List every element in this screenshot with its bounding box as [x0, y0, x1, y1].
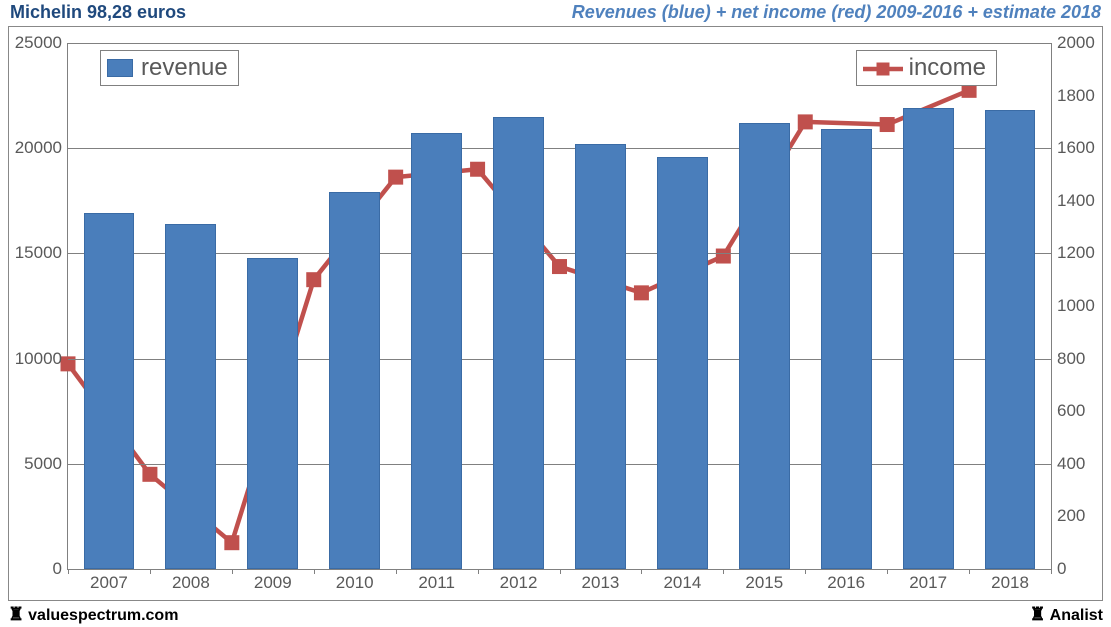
xtick: 2007 — [90, 569, 128, 593]
legend-revenue: revenue — [100, 50, 239, 86]
bar — [821, 129, 872, 569]
ytick-right: 200 — [1051, 506, 1085, 526]
income-marker — [225, 536, 238, 549]
footer: ♜valuespectrum.com ♜Analist — [8, 605, 1103, 625]
xtick-mark — [887, 569, 888, 574]
xtick: 2009 — [254, 569, 292, 593]
xtick-mark — [1051, 569, 1052, 574]
legend-revenue-label: revenue — [141, 54, 228, 82]
legend-income-label: income — [909, 54, 986, 82]
bar — [739, 123, 790, 569]
ytick-left: 5000 — [24, 454, 68, 474]
xtick: 2010 — [336, 569, 374, 593]
bar — [329, 192, 380, 569]
xtick-mark — [560, 569, 561, 574]
footer-right-text: Analist — [1050, 607, 1103, 624]
xtick: 2011 — [418, 569, 455, 593]
ytick-right: 400 — [1051, 454, 1085, 474]
xtick-mark — [396, 569, 397, 574]
xtick-mark — [641, 569, 642, 574]
bar — [575, 144, 626, 569]
income-marker — [799, 115, 812, 128]
bar — [165, 224, 216, 569]
bar — [903, 108, 954, 569]
xtick: 2014 — [663, 569, 701, 593]
income-marker — [717, 250, 730, 263]
legend-income: income — [856, 50, 997, 86]
xtick: 2015 — [745, 569, 783, 593]
plot-area: 0500010000150002000025000020040060080010… — [67, 43, 1052, 570]
xtick-mark — [969, 569, 970, 574]
xtick: 2018 — [991, 569, 1029, 593]
income-marker — [143, 468, 156, 481]
ytick-right: 1400 — [1051, 191, 1095, 211]
ytick-right: 600 — [1051, 401, 1085, 421]
xtick-mark — [150, 569, 151, 574]
footer-left-text: valuespectrum.com — [28, 607, 178, 624]
xtick-mark — [314, 569, 315, 574]
xtick-mark — [68, 569, 69, 574]
income-marker — [389, 171, 402, 184]
ytick-left: 20000 — [15, 138, 68, 158]
chart-header: Michelin 98,28 euros Revenues (blue) + n… — [0, 0, 1111, 24]
xtick: 2017 — [909, 569, 947, 593]
income-marker — [553, 260, 566, 273]
bar — [84, 213, 135, 569]
footer-left: ♜valuespectrum.com — [8, 605, 178, 625]
income-marker — [471, 163, 484, 176]
bar — [411, 133, 462, 569]
ytick-right: 1600 — [1051, 138, 1095, 158]
income-marker — [881, 118, 894, 131]
ytick-left: 10000 — [15, 349, 68, 369]
bar — [985, 110, 1036, 569]
ytick-right: 1200 — [1051, 243, 1095, 263]
ytick-left: 0 — [53, 559, 68, 579]
footer-right: ♜Analist — [1030, 605, 1103, 625]
ytick-right: 1000 — [1051, 296, 1095, 316]
title-right: Revenues (blue) + net income (red) 2009-… — [572, 2, 1101, 23]
rook-icon: ♜ — [1030, 605, 1046, 623]
xtick-mark — [232, 569, 233, 574]
xtick-mark — [805, 569, 806, 574]
xtick: 2012 — [500, 569, 538, 593]
title-left: Michelin 98,28 euros — [10, 2, 186, 23]
ytick-right: 1800 — [1051, 86, 1095, 106]
rook-icon: ♜ — [8, 605, 24, 623]
xtick-mark — [723, 569, 724, 574]
ytick-right: 800 — [1051, 349, 1085, 369]
chart-outer: 0 5000 10000 15000 20000 25000 0 200 400 600 800 10… — [8, 26, 1103, 601]
xtick: 2008 — [172, 569, 210, 593]
gridline — [68, 43, 1051, 44]
xtick-mark — [478, 569, 479, 574]
bar — [247, 258, 298, 569]
legend-line-swatch — [863, 58, 903, 78]
ytick-left: 15000 — [15, 243, 68, 263]
ytick-right: 2000 — [1051, 33, 1095, 53]
ytick-right: 0 — [1051, 559, 1066, 579]
income-marker — [307, 273, 320, 286]
income-marker — [635, 286, 648, 299]
xtick: 2013 — [582, 569, 620, 593]
bar — [493, 117, 544, 569]
bar — [657, 157, 708, 569]
xtick: 2016 — [827, 569, 865, 593]
ytick-left: 25000 — [15, 33, 68, 53]
legend-bar-swatch — [107, 59, 133, 77]
